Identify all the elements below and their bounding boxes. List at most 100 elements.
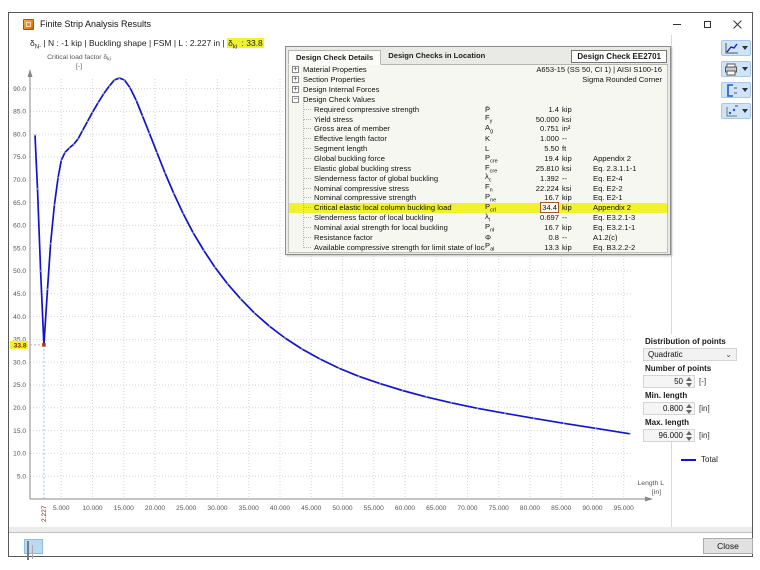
tree-group-row[interactable]: + Material Properties A653-15 (SS 50, CI 1… (289, 65, 667, 75)
minimize-button[interactable] (662, 13, 692, 35)
diagram-axes-icon (726, 105, 738, 116)
row-reference: Eq. E3.2.1-3 (593, 213, 636, 223)
tab-design-checks-in-location[interactable]: Design Checks in Location (388, 51, 486, 60)
row-reference: Appendix 2 (593, 203, 631, 213)
row-value: 0.8 (548, 232, 559, 242)
section-bounds-button[interactable] (721, 82, 751, 98)
dropdown-caret-icon[interactable] (742, 109, 748, 113)
tree-group-row[interactable]: + Design Internal Forces (289, 85, 667, 95)
number-of-points-unit: [-] (699, 377, 707, 386)
number-of-points-stepper[interactable]: 50 (643, 375, 695, 388)
max-length-label: Max. length (645, 418, 690, 427)
svg-text:60.0: 60.0 (13, 223, 26, 230)
svg-text:15.0: 15.0 (13, 428, 26, 435)
tab-design-check-details[interactable]: Design Check Details (288, 50, 382, 65)
svg-text:5.000: 5.000 (53, 505, 70, 512)
svg-text:15.000: 15.000 (114, 505, 135, 512)
expand-icon[interactable]: + (292, 76, 299, 84)
design-check-badge: Design Check EE2701 (571, 50, 667, 63)
chart-legend-divider (671, 35, 672, 532)
row-unit: kip (562, 222, 572, 232)
svg-text:30.0: 30.0 (13, 359, 26, 366)
table-row[interactable]: Elastic global buckling stress Fcre 25.810… (289, 159, 667, 174)
row-description: Nominal axial strength for local bucklin… (314, 222, 448, 232)
row-symbol: Fn (485, 182, 493, 194)
close-button[interactable]: Close (703, 538, 753, 554)
max-length-stepper[interactable]: 96.000 (643, 429, 695, 442)
row-unit: kip (562, 104, 572, 114)
row-symbol: Pal (485, 241, 495, 253)
result-diagram-icon (725, 42, 738, 53)
window-close-button[interactable] (722, 13, 752, 35)
stepper-arrows-icon[interactable] (686, 376, 692, 387)
window-title: Finite Strip Analysis Results (40, 19, 152, 29)
tree-group-row[interactable]: − Design Check Values (289, 95, 667, 105)
dropdown-caret-icon[interactable] (742, 46, 748, 50)
stepper-arrows-icon[interactable] (686, 403, 692, 414)
table-row[interactable]: Slenderness factor of local buckling λl 0.… (289, 209, 667, 223)
table-row[interactable]: Global buckling force Pcre 19.4 kip Appendix… (289, 150, 667, 164)
svg-text:10.0: 10.0 (13, 451, 26, 458)
table-row[interactable]: Resistance factor Φ 0.8 -- A1.2(c) (289, 228, 667, 242)
dropdown-caret-icon[interactable] (742, 88, 748, 92)
design-check-panel: Design Check Details Design Checks in Lo… (285, 46, 671, 255)
collapse-icon[interactable]: − (292, 95, 299, 103)
row-reference: Eq. 2.3.1.1-1 (593, 163, 637, 173)
expand-icon[interactable]: + (292, 86, 299, 94)
table-row[interactable]: Segment length L 5.50 ft (289, 140, 667, 154)
svg-text:35.000: 35.000 (239, 505, 260, 512)
table-row[interactable]: Gross area of member Ag 0.751 in² (289, 120, 667, 135)
svg-text:95.000: 95.000 (614, 505, 635, 512)
table-row[interactable]: Nominal compressive strength Pne 16.7 kip Eq… (289, 189, 667, 204)
number-of-points-value: 50 (674, 377, 683, 386)
chart-toolbar (721, 40, 753, 124)
table-row[interactable]: Slenderness factor of global buckling λc 1… (289, 169, 667, 184)
row-unit: kip (562, 203, 572, 213)
tree-elbow-icon (303, 100, 311, 110)
distribution-select[interactable]: Quadratic ⌄ (643, 348, 737, 361)
table-row[interactable]: Nominal axial strength for local bucklin… (289, 218, 667, 234)
table-row[interactable]: Available compressive strength for limit… (289, 238, 667, 253)
distribution-value: Quadratic (648, 350, 683, 359)
row-symbol: Pnl (485, 221, 495, 234)
result-diagram-button[interactable] (721, 40, 751, 56)
svg-text:75.000: 75.000 (489, 505, 510, 512)
row-unit: ft (562, 144, 567, 154)
tree-elbow-icon (303, 179, 311, 189)
diagram-axes-button[interactable] (721, 103, 751, 119)
table-row[interactable]: Required compressive strength P̄ 1.4 kip (289, 100, 667, 114)
info-segment: δN- (30, 38, 42, 51)
results-table-icon[interactable] (24, 539, 43, 560)
dropdown-caret-icon[interactable] (742, 67, 748, 71)
row-reference: Eq. E2-4 (593, 173, 623, 183)
tree-elbow-icon (303, 189, 311, 199)
min-length-stepper[interactable]: 0.800 (643, 402, 695, 415)
maximize-button[interactable] (692, 13, 722, 35)
row-unit: kip (562, 193, 572, 203)
tree-elbow-icon (303, 199, 311, 209)
tree-elbow-icon (303, 159, 311, 169)
footer-strip (9, 527, 752, 532)
svg-text:85.000: 85.000 (551, 505, 572, 512)
tree-group-row[interactable]: + Section Properties Sigma Rounded Corner (289, 75, 667, 85)
expand-icon[interactable]: + (292, 66, 299, 74)
svg-text:90.0: 90.0 (13, 86, 26, 93)
row-symbol: Φ (485, 232, 492, 242)
table-row[interactable]: Critical elastic local column buckling l… (289, 199, 667, 214)
row-description: Elastic global buckling stress (314, 163, 412, 173)
row-unit: -- (562, 173, 568, 183)
row-unit: ksi (562, 183, 572, 193)
table-row[interactable]: Yield stress Fy 50.000 ksi (289, 110, 667, 125)
stepper-arrows-icon[interactable] (686, 430, 692, 441)
row-symbol: Pne (485, 192, 497, 204)
table-row[interactable]: Effective length factor K 1.000 -- (289, 130, 667, 144)
min-length-unit: [in] (699, 404, 710, 413)
row-unit: -- (562, 134, 568, 144)
row-description: Nominal compressive stress (314, 183, 409, 193)
print-button[interactable] (721, 61, 751, 77)
tree-elbow-icon (303, 120, 311, 130)
svg-text:45.0: 45.0 (13, 291, 26, 298)
table-row[interactable]: Nominal compressive stress Fn 22.224 ksi Eq.… (289, 179, 667, 194)
row-description: Available compressive strength for limit… (314, 242, 485, 252)
panel-tabbar: Design Check Details Design Checks in Lo… (288, 49, 668, 65)
